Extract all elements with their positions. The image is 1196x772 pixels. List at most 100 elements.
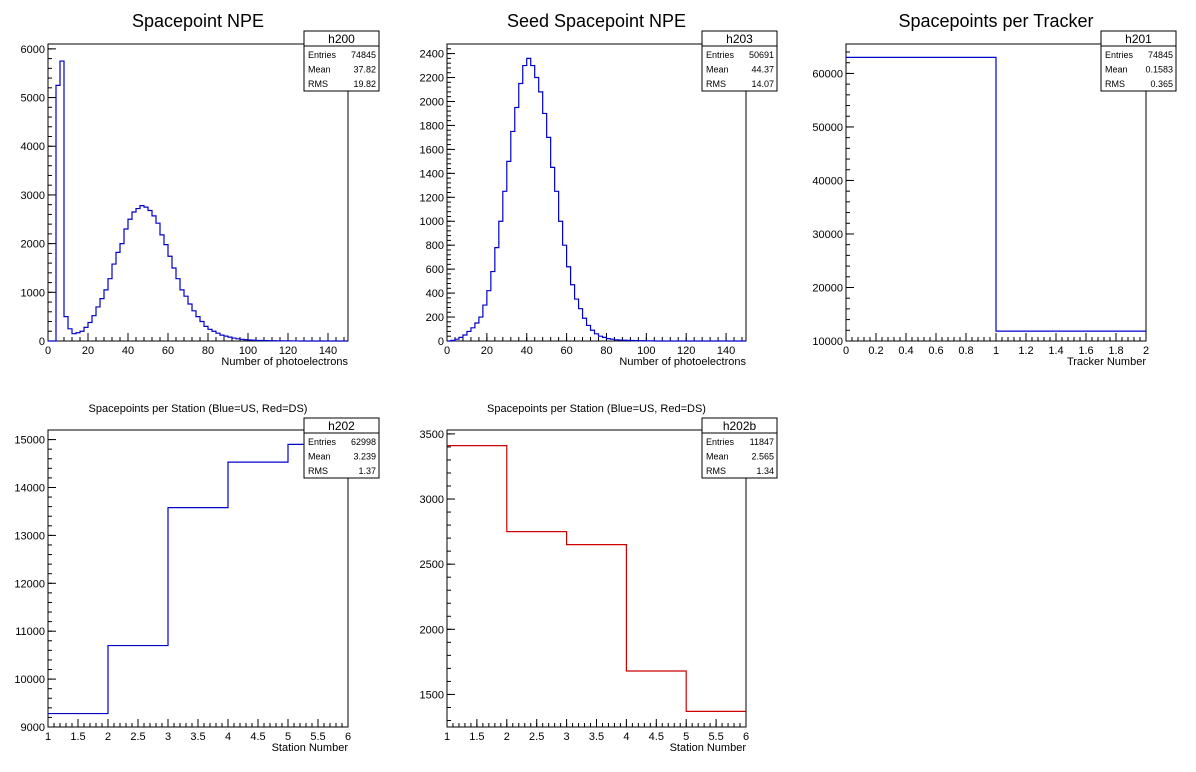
x-tick-label: 6	[743, 731, 749, 743]
y-tick-label: 10000	[812, 336, 843, 348]
y-tick-label: 1000	[420, 216, 444, 228]
y-tick-label: 800	[426, 240, 444, 252]
stats-mean-label: Mean	[706, 452, 729, 462]
y-tick-label: 60000	[812, 68, 843, 80]
stats-name: h202b	[723, 419, 757, 433]
histogram-series-h203	[447, 57, 746, 342]
histogram-panel-h201: Spacepoints per Tracker 0 0.2 0.4 0.6 0.8 1 1.2…	[812, 11, 1177, 368]
x-tick-label: 140	[319, 345, 337, 357]
x-tick-label: 2	[105, 731, 111, 743]
x-tick-label: 3.5	[190, 731, 205, 743]
x-tick-label: 60	[560, 345, 572, 357]
plot-frame	[47, 43, 349, 342]
y-tick-label: 3000	[420, 494, 444, 506]
y-tick-label: 1600	[420, 144, 444, 156]
stats-rms-label: RMS	[308, 466, 328, 476]
stats-box: h201 Entries 74845 Mean 0.1583 RMS 0.365	[1100, 30, 1177, 92]
x-tick-label: 120	[279, 345, 297, 357]
y-tick-label: 50000	[812, 122, 843, 134]
stats-box: h203 Entries 50691 Mean 44.37 RMS 14.07	[701, 30, 778, 92]
stats-name: h203	[726, 32, 753, 46]
y-tick-label: 20000	[812, 282, 843, 294]
stats-box-frame	[303, 417, 380, 479]
chart-title: Seed Spacepoint NPE	[507, 11, 686, 31]
x-tick-label: 3	[165, 731, 171, 743]
y-tick-label: 15000	[14, 435, 45, 447]
x-tick-label: 5.5	[708, 731, 723, 743]
stats-mean-label: Mean	[706, 65, 729, 75]
histogram-panel-h202: Spacepoints per Station (Blue=US, Red=DS…	[14, 403, 380, 754]
y-tick-label: 400	[426, 288, 444, 300]
x-tick-label: 80	[202, 345, 214, 357]
y-tick-label: 4000	[21, 141, 45, 153]
x-tick-label: 1	[45, 731, 51, 743]
x-tick-label: 60	[162, 345, 174, 357]
stats-box: h202b Entries 11847 Mean 2.565 RMS 1.34	[701, 417, 778, 479]
x-tick-label: 4	[623, 731, 629, 743]
stats-box-frame	[303, 30, 380, 92]
stats-entries-label: Entries	[1105, 50, 1134, 60]
stats-mean-value: 0.1583	[1145, 65, 1173, 75]
y-tick-label: 13000	[14, 530, 45, 542]
stats-mean-value: 37.82	[353, 65, 376, 75]
x-tick-label: 0.8	[958, 345, 973, 357]
y-tick-label: 3000	[21, 190, 45, 202]
x-axis-label: Station Number	[272, 742, 349, 754]
histogram-series-h202	[48, 443, 348, 715]
x-tick-label: 2	[504, 731, 510, 743]
y-tick-label: 0	[438, 336, 444, 348]
x-tick-label: 40	[122, 345, 134, 357]
stats-entries-label: Entries	[706, 437, 735, 447]
x-tick-label: 1.2	[1018, 345, 1033, 357]
stats-rms-value: 1.37	[358, 466, 376, 476]
y-tick-label: 1400	[420, 168, 444, 180]
y-tick-label: 5000	[21, 93, 45, 105]
stats-entries-label: Entries	[308, 437, 337, 447]
y-tick-label: 11000	[15, 626, 45, 638]
y-tick-label: 200	[426, 312, 444, 324]
x-axis-label: Tracker Number	[1067, 356, 1146, 368]
stats-name: h200	[328, 32, 355, 46]
x-tick-label: 20	[481, 345, 493, 357]
y-tick-label: 30000	[812, 229, 843, 241]
chart-title: Spacepoints per Tracker	[898, 11, 1093, 31]
histogram-series-h202b	[447, 445, 746, 712]
x-tick-label: 2.5	[529, 731, 544, 743]
y-tick-label: 1000	[21, 287, 45, 299]
x-tick-label: 6	[345, 731, 351, 743]
x-tick-label: 80	[600, 345, 612, 357]
y-tick-label: 2000	[21, 239, 45, 251]
histogram-series-h200	[48, 60, 348, 342]
x-tick-label: 2	[1143, 345, 1149, 357]
stats-entries-value: 74845	[351, 50, 376, 60]
stats-rms-label: RMS	[1105, 79, 1125, 89]
y-tick-label: 40000	[812, 175, 843, 187]
stats-mean-value: 2.565	[751, 452, 774, 462]
chart-title: Spacepoint NPE	[132, 11, 264, 31]
y-tick-label: 600	[426, 264, 444, 276]
x-tick-label: 40	[521, 345, 533, 357]
stats-entries-value: 50691	[749, 50, 774, 60]
y-tick-label: 2000	[420, 624, 444, 636]
stats-entries-value: 74845	[1148, 50, 1173, 60]
y-tick-label: 2000	[420, 96, 444, 108]
stats-box: h200 Entries 74845 Mean 37.82 RMS 19.82	[303, 30, 380, 92]
y-tick-label: 3500	[420, 429, 444, 441]
y-tick-label: 10000	[14, 674, 45, 686]
x-tick-label: 0	[843, 345, 849, 357]
x-tick-label: 0	[45, 345, 51, 357]
x-tick-label: 4	[225, 731, 231, 743]
stats-name: h202	[328, 419, 355, 433]
stats-mean-label: Mean	[1105, 65, 1128, 75]
x-tick-label: 120	[677, 345, 695, 357]
stats-mean-label: Mean	[308, 452, 331, 462]
stats-rms-label: RMS	[308, 79, 328, 89]
x-tick-label: 3.5	[589, 731, 604, 743]
x-tick-label: 1	[444, 731, 450, 743]
x-tick-label: 0.4	[898, 345, 913, 357]
stats-entries-value: 62998	[351, 437, 376, 447]
stats-rms-label: RMS	[706, 79, 726, 89]
x-tick-label: 5	[285, 731, 291, 743]
